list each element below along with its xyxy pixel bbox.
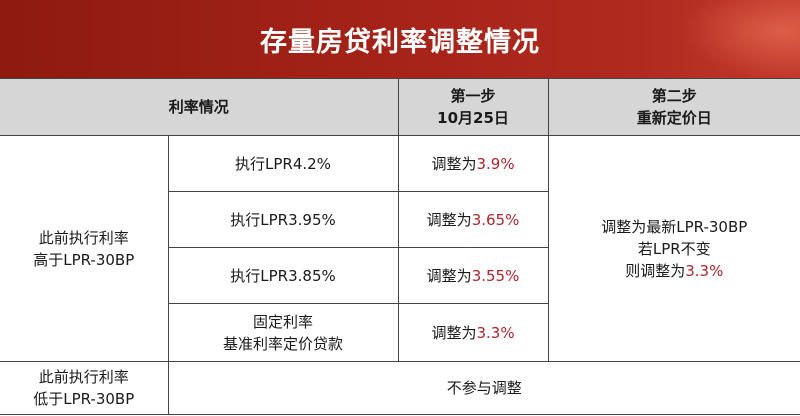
header-step-one-title: 第一步 <box>450 87 496 105</box>
step-two-line3-prefix: 则调整为 <box>625 261 686 280</box>
adjust-prefix: 调整为 <box>431 154 477 173</box>
table-row: 执行LPR3.85% 调整为3.55% <box>0 247 800 304</box>
group-above-label-line2: 高于LPR-30BP <box>33 250 135 269</box>
adjust-prefix: 调整为 <box>426 210 472 229</box>
group-below-label-line1: 此前执行利率 <box>38 368 129 386</box>
step-two-cell: 调整为最新LPR-30BP 若LPR不变 则调整为3.3% <box>547 135 800 362</box>
case-cell: 固定利率 基准利率定价贷款 <box>167 303 399 362</box>
step-two-line2: 若LPR不变 <box>637 239 711 258</box>
header-row: 利率情况 第一步 10月25日 第二步 重新定价日 <box>0 78 800 136</box>
group-below-note-cell: 不参与调整 <box>167 361 800 415</box>
group-below-label: 此前执行利率 低于LPR-30BP <box>0 361 169 415</box>
page-title: 存量房贷利率调整情况 <box>260 26 540 58</box>
title-banner: 存量房贷利率调整情况 <box>0 0 800 78</box>
step-two-line3: 则调整为3.3% <box>553 260 797 282</box>
adjust-cell: 调整为3.9% <box>397 135 549 192</box>
case-label: 固定利率 <box>253 312 314 331</box>
table-row: 此前执行利率 低于LPR-30BP 不参与调整 <box>0 361 800 415</box>
header-step-two: 第二步 重新定价日 <box>547 78 800 136</box>
group-above-label-line1: 此前执行利率 <box>38 228 129 247</box>
adjust-rate: 3.9% <box>476 154 515 173</box>
header-step-one: 第一步 10月25日 <box>397 78 549 136</box>
header-rate-situation: 利率情况 <box>0 78 399 136</box>
case-label-line2: 基准利率定价贷款 <box>223 334 344 353</box>
adjust-prefix: 调整为 <box>431 323 477 342</box>
header-step-two-date: 重新定价日 <box>636 109 712 127</box>
group-below-label-line2: 低于LPR-30BP <box>33 390 135 408</box>
table-row: 执行LPR3.95% 调整为3.65% <box>0 191 800 248</box>
case-cell: 执行LPR4.2% <box>167 135 399 192</box>
adjust-cell: 调整为3.55% <box>397 247 549 304</box>
case-label: 执行LPR3.95% <box>230 210 336 229</box>
header-step-two-title: 第二步 <box>651 87 697 105</box>
banner-glow <box>680 0 800 78</box>
adjust-rate: 3.3% <box>476 323 515 342</box>
group-below-note: 不参与调整 <box>446 379 522 397</box>
adjust-cell: 调整为3.65% <box>397 191 549 248</box>
step-two-line1: 调整为最新LPR-30BP <box>601 217 748 236</box>
case-label: 执行LPR3.85% <box>230 266 336 285</box>
adjust-prefix: 调整为 <box>426 266 472 285</box>
case-cell: 执行LPR3.85% <box>167 247 399 304</box>
adjust-rate: 3.65% <box>471 210 520 229</box>
step-two-line3-rate: 3.3% <box>685 261 724 280</box>
header-rate-situation-label: 利率情况 <box>168 98 229 116</box>
header-step-one-date: 10月25日 <box>437 109 509 127</box>
group-above-label: 此前执行利率 高于LPR-30BP <box>0 135 169 362</box>
case-cell: 执行LPR3.95% <box>167 191 399 248</box>
adjust-rate: 3.55% <box>471 266 520 285</box>
table-row: 此前执行利率 高于LPR-30BP 执行LPR4.2% 调整为3.9% 调整为最… <box>0 135 800 362</box>
table-row: 固定利率 基准利率定价贷款 调整为3.3% <box>0 303 800 362</box>
adjust-cell: 调整为3.3% <box>397 303 549 362</box>
rate-adjustment-table: 利率情况 第一步 10月25日 第二步 重新定价日 此前执行利率 高于LPR-3… <box>0 78 800 415</box>
case-label: 执行LPR4.2% <box>235 154 331 173</box>
